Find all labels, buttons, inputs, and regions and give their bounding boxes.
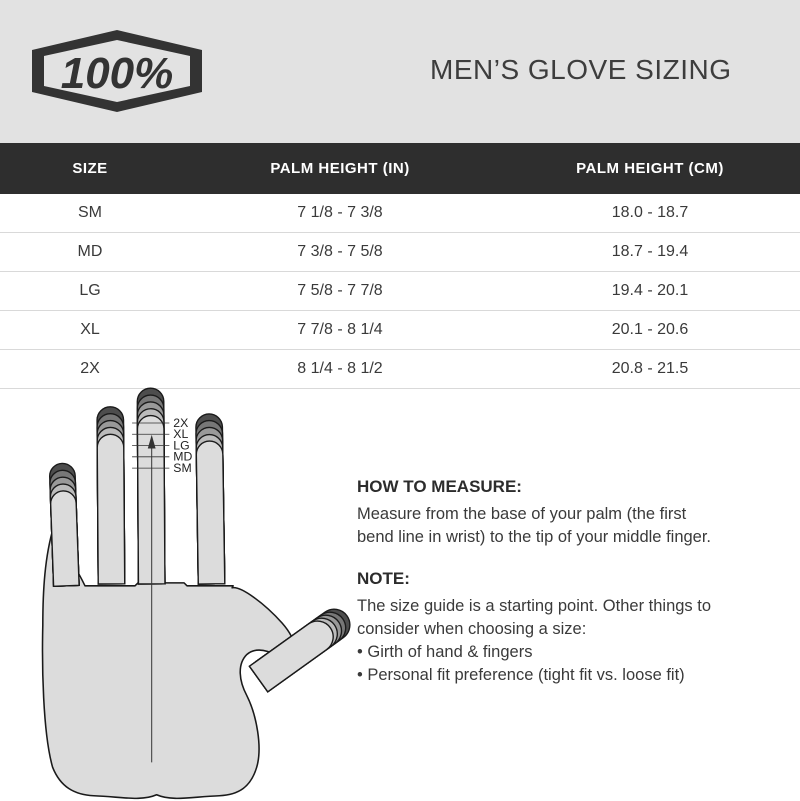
svg-text:100%: 100% xyxy=(61,49,174,98)
svg-text:SM: SM xyxy=(173,461,191,475)
